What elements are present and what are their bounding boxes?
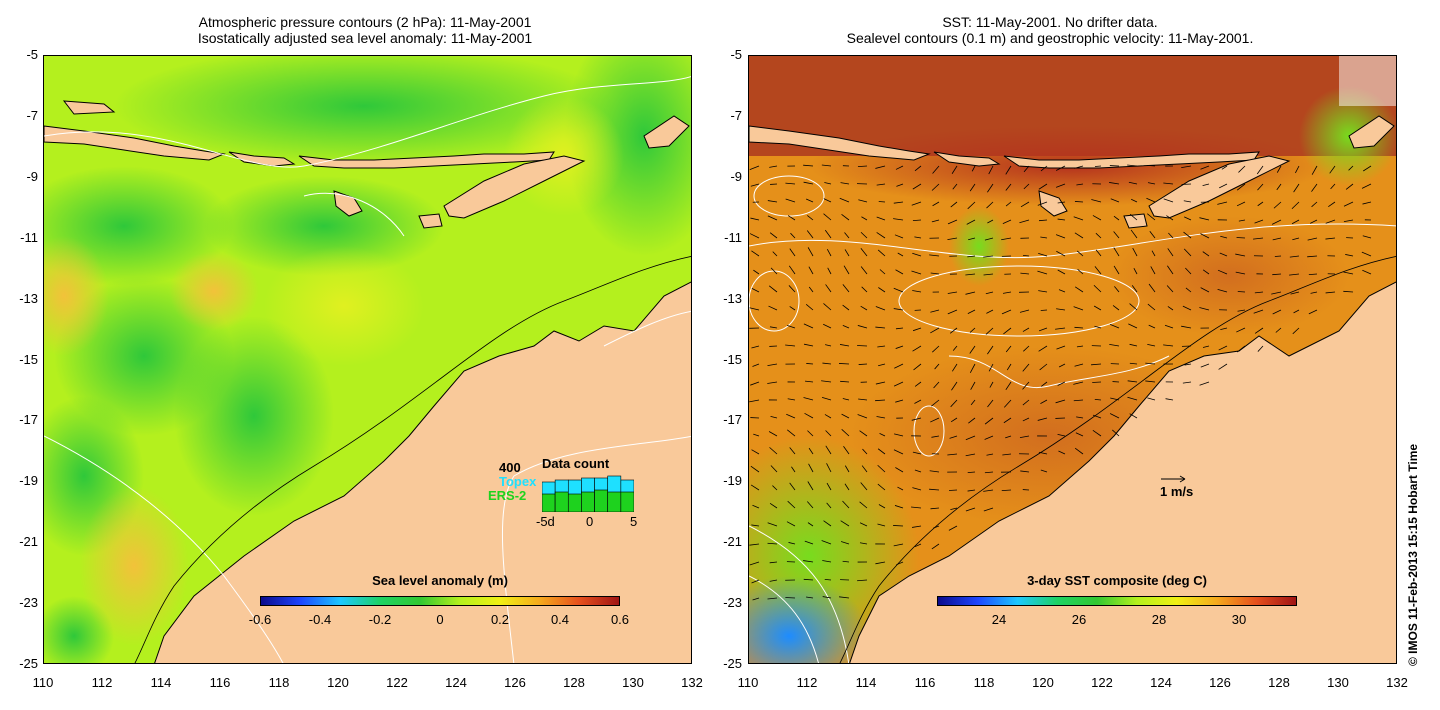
left-ytick: -25 bbox=[19, 656, 38, 671]
ers-count-bar bbox=[620, 491, 634, 512]
sla-tick-02: 0.2 bbox=[490, 612, 510, 627]
left-ytick: -23 bbox=[19, 595, 38, 611]
imos-credit: © IMOS 11-Feb-2013 15:15 Hobart Time bbox=[1406, 443, 1420, 666]
left-ytick: -9 bbox=[26, 168, 38, 184]
left-ytick: -17 bbox=[19, 412, 38, 428]
right-xtick: 130 bbox=[1327, 675, 1349, 690]
data-count-inset: 400 Data count Topex ERS-2 -5d 0 5 bbox=[484, 454, 644, 534]
left-xtick: 126 bbox=[504, 675, 526, 690]
right-ytick: -25 bbox=[723, 656, 742, 671]
left-ytick: -19 bbox=[19, 473, 38, 489]
ers-label: ERS-2 bbox=[488, 488, 527, 503]
sla-tick-n04: -0.4 bbox=[308, 612, 332, 627]
left-xtick: 124 bbox=[445, 675, 467, 690]
ers-count-bar bbox=[554, 491, 569, 512]
right-title-line2: Sealevel contours (0.1 m) and geostrophi… bbox=[846, 30, 1254, 46]
sst-tick-28: 28 bbox=[1151, 612, 1167, 627]
left-ytick: -11 bbox=[20, 229, 38, 245]
right-ytick: -7 bbox=[730, 107, 742, 123]
right-xtick: 132 bbox=[1386, 675, 1408, 690]
data-count-xtick-max: 5 bbox=[630, 514, 638, 529]
sea-level-anomaly-map: 400 Data count Topex ERS-2 -5d 0 5 Sea l… bbox=[43, 55, 692, 664]
right-ytick: -17 bbox=[723, 412, 742, 428]
left-xtick: 132 bbox=[681, 675, 703, 690]
sla-tick-n06: -0.6 bbox=[248, 612, 272, 627]
right-ytick: -13 bbox=[723, 290, 742, 306]
left-ytick: -21 bbox=[19, 534, 38, 550]
right-xtick: 120 bbox=[1032, 675, 1054, 690]
geostrophic-velocity-vectors bbox=[749, 164, 1372, 601]
left-xtick: 110 bbox=[32, 675, 54, 690]
sst-colorbar-title: 3-day SST composite (deg C) bbox=[1027, 573, 1207, 588]
right-xtick: 116 bbox=[914, 675, 936, 690]
right-xtick: 112 bbox=[796, 675, 818, 690]
sla-colorbar bbox=[260, 596, 620, 606]
sla-tick-0: 0 bbox=[436, 612, 444, 627]
left-xtick: 118 bbox=[268, 675, 290, 690]
right-ytick: -19 bbox=[723, 473, 742, 489]
left-xtick: 130 bbox=[622, 675, 644, 690]
right-ytick: -21 bbox=[723, 534, 742, 550]
right-ytick: -5 bbox=[730, 47, 742, 62]
left-ytick: -5 bbox=[26, 47, 38, 62]
data-count-title: Data count bbox=[542, 456, 610, 471]
sst-tick-24: 24 bbox=[991, 612, 1007, 627]
ers-count-bar bbox=[581, 491, 595, 512]
left-xtick: 128 bbox=[563, 675, 585, 690]
sst-map: 1 m/s 3-day SST composite (deg C) 24 26 … bbox=[748, 55, 1397, 664]
right-xtick: 126 bbox=[1209, 675, 1231, 690]
sla-tick-06: 0.6 bbox=[610, 612, 630, 627]
left-xtick: 114 bbox=[150, 675, 172, 690]
sla-tick-04: 0.4 bbox=[550, 612, 570, 627]
right-ytick: -11 bbox=[724, 229, 742, 245]
right-xtick: 122 bbox=[1091, 675, 1113, 690]
ers-count-bar bbox=[542, 493, 556, 512]
right-xtick: 118 bbox=[973, 675, 995, 690]
right-ytick: -23 bbox=[723, 595, 742, 611]
ers-count-bar bbox=[607, 491, 622, 512]
right-xtick: 114 bbox=[855, 675, 877, 690]
sst-tick-26: 26 bbox=[1071, 612, 1087, 627]
left-title-line1: Atmospheric pressure contours (2 hPa): 1… bbox=[198, 14, 532, 30]
data-count-scale-label: 400 bbox=[499, 460, 521, 475]
left-xtick: 122 bbox=[386, 675, 408, 690]
left-ytick: -7 bbox=[26, 107, 38, 123]
data-count-bars bbox=[542, 475, 634, 512]
ers-count-bar bbox=[594, 489, 609, 512]
sla-tick-n02: -0.2 bbox=[368, 612, 392, 627]
sst-colorbar bbox=[937, 596, 1297, 606]
left-xtick: 112 bbox=[91, 675, 113, 690]
left-ytick: -13 bbox=[19, 290, 38, 306]
ers-count-bar bbox=[567, 493, 582, 512]
data-count-xtick-zero: 0 bbox=[586, 514, 594, 529]
left-xtick: 116 bbox=[209, 675, 231, 690]
right-ytick: -9 bbox=[730, 168, 742, 184]
right-title-line1: SST: 11-May-2001. No drifter data. bbox=[942, 14, 1158, 30]
topex-label: Topex bbox=[499, 474, 537, 489]
right-xtick: 110 bbox=[737, 675, 759, 690]
velocity-scale-label: 1 m/s bbox=[1160, 484, 1194, 499]
left-title-line2: Isostatically adjusted sea level anomaly… bbox=[197, 30, 533, 46]
right-xtick: 124 bbox=[1150, 675, 1172, 690]
right-ytick: -15 bbox=[723, 351, 742, 367]
data-count-xtick-min: -5d bbox=[536, 514, 555, 529]
sst-tick-30: 30 bbox=[1231, 612, 1247, 627]
sla-colorbar-title: Sea level anomaly (m) bbox=[372, 573, 508, 588]
right-xtick: 128 bbox=[1268, 675, 1290, 690]
left-xtick: 120 bbox=[327, 675, 349, 690]
left-ytick: -15 bbox=[19, 351, 38, 367]
